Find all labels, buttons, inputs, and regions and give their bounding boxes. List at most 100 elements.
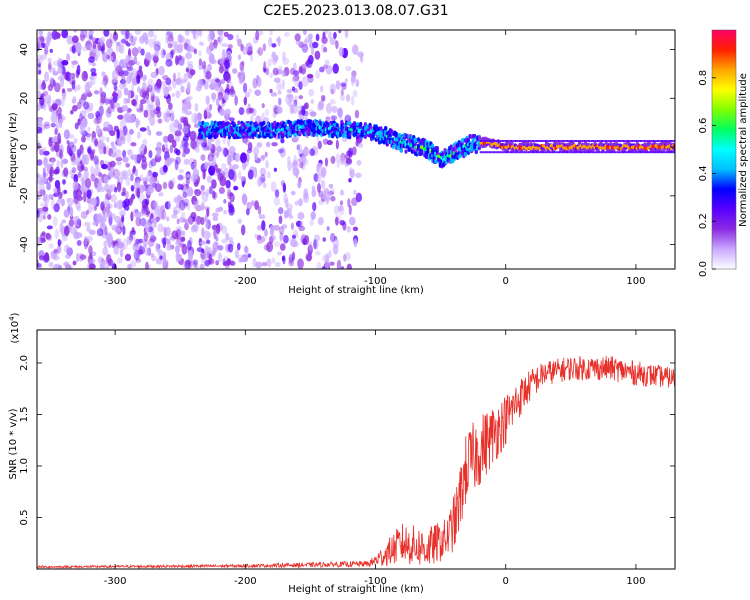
noise-blob [116, 89, 123, 99]
noise-blob [61, 88, 66, 94]
noise-blob [113, 168, 120, 180]
band-edge [592, 151, 595, 154]
noise-blob [300, 67, 306, 75]
band-edge [578, 139, 580, 142]
noise-blob [129, 72, 136, 79]
noise-blob [173, 128, 177, 137]
band-edge [633, 151, 635, 154]
noise-blob [42, 90, 49, 97]
noise-blob [206, 219, 211, 230]
noise-blob [124, 62, 128, 68]
band-edge [565, 139, 567, 142]
noise-blob [75, 252, 80, 263]
band-edge [480, 151, 483, 154]
noise-blob [220, 78, 226, 85]
noise-blob [131, 99, 137, 106]
noise-blob [136, 131, 141, 139]
band-edge [604, 139, 606, 142]
noise-blob [308, 33, 313, 39]
noise-blob [100, 143, 104, 154]
band-edge [530, 151, 532, 154]
noise-blob [219, 57, 225, 65]
band-edge [582, 151, 584, 154]
noise-blob [167, 43, 173, 49]
noise-blob [225, 232, 230, 241]
noise-blob [100, 201, 105, 211]
band-edge [548, 139, 550, 142]
noise-blob [261, 103, 265, 109]
noise-blob [200, 216, 205, 226]
band-edge [510, 139, 513, 142]
noise-blob [180, 85, 185, 93]
noise-blob [160, 48, 166, 59]
band-edge [622, 151, 625, 154]
noise-blob [61, 219, 67, 224]
noise-blob [52, 67, 56, 72]
noise-blob [336, 259, 342, 269]
band-edge [598, 151, 600, 154]
band-edge [550, 139, 552, 142]
noise-blob [271, 234, 276, 241]
noise-blob [153, 44, 161, 52]
noise-blob [322, 64, 328, 69]
noise-blob [52, 216, 58, 227]
noise-blob [269, 88, 273, 94]
noise-blob [340, 82, 347, 87]
noise-blob [66, 53, 71, 62]
noise-blob [234, 249, 239, 259]
noise-blob [97, 41, 101, 51]
noise-blob [171, 92, 175, 98]
noise-blob [65, 71, 71, 82]
noise-blob [50, 112, 58, 124]
band-edge [483, 151, 485, 154]
band-edge [559, 139, 561, 142]
noise-blob [215, 223, 221, 235]
noise-blob [81, 154, 87, 166]
band-edge [517, 139, 519, 142]
noise-blob [53, 192, 59, 197]
noise-blob [266, 171, 271, 179]
band-edge [507, 139, 509, 142]
ridge-blob [237, 120, 241, 126]
noise-blob [47, 62, 52, 70]
noise-blob [38, 44, 43, 51]
band-edge [659, 139, 661, 142]
band-edge [539, 151, 541, 154]
noise-blob [161, 144, 166, 153]
noise-blob [123, 97, 128, 105]
band-edge [488, 139, 491, 142]
noise-blob [168, 179, 174, 187]
noise-blob [154, 48, 160, 58]
noise-blob [137, 86, 141, 93]
noise-blob [56, 57, 62, 66]
noise-blob [129, 234, 134, 241]
band-edge [620, 151, 622, 154]
noise-blob [38, 69, 42, 75]
noise-blob [46, 225, 53, 230]
noise-blob [287, 161, 292, 172]
band-edge [530, 139, 532, 142]
band-edge [566, 139, 569, 142]
noise-blob [291, 251, 296, 261]
noise-blob [276, 81, 283, 92]
noise-blob [322, 237, 327, 242]
noise-blob [266, 258, 272, 268]
noise-blob [93, 166, 101, 176]
noise-blob [320, 85, 324, 93]
noise-blob [273, 77, 281, 83]
noise-blob [145, 52, 152, 61]
band-edge [643, 139, 645, 142]
noise-blob [242, 195, 248, 206]
noise-blob [70, 145, 77, 152]
noise-blob [134, 211, 141, 219]
noise-blob [242, 46, 248, 56]
noise-blob [221, 48, 226, 60]
noise-blob [43, 176, 48, 183]
noise-blob [130, 194, 134, 204]
noise-blob [204, 215, 208, 222]
noise-blob [88, 245, 93, 255]
noise-blob [69, 265, 73, 269]
noise-blob [177, 123, 183, 131]
noise-blob [68, 141, 75, 149]
noise-blob [119, 249, 124, 258]
